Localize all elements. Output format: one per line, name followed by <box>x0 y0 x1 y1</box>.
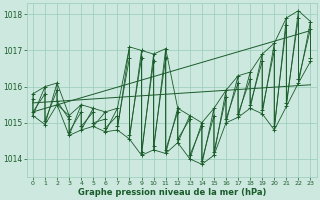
X-axis label: Graphe pression niveau de la mer (hPa): Graphe pression niveau de la mer (hPa) <box>77 188 266 197</box>
